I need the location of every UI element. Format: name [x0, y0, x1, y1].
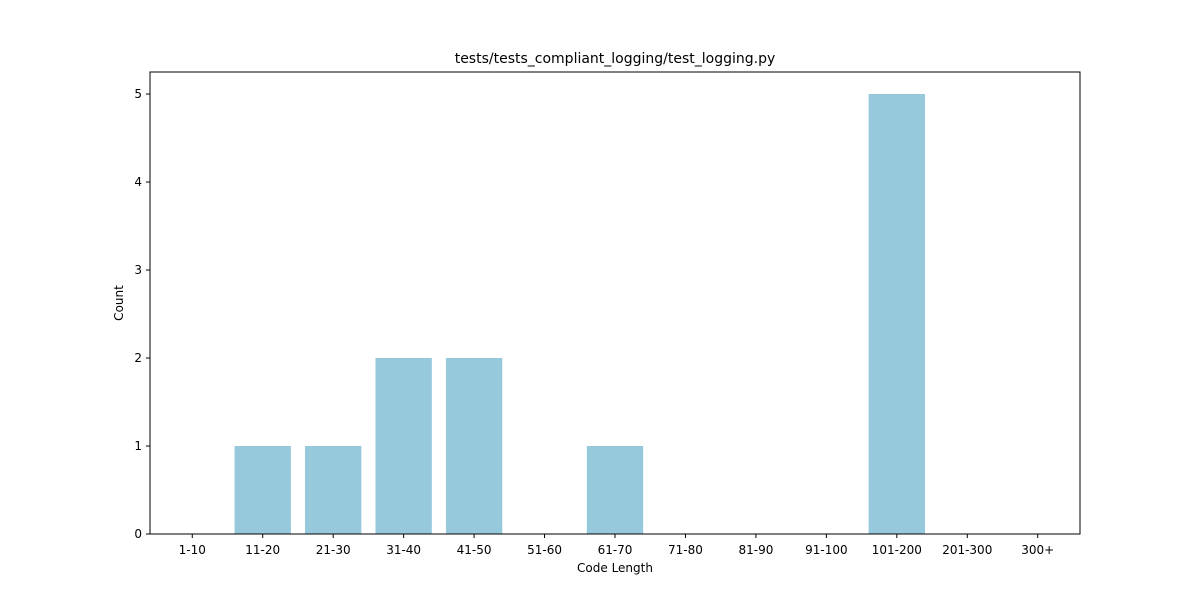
x-tick-label: 21-30 [316, 543, 351, 557]
x-tick-label: 101-200 [872, 543, 922, 557]
y-axis: 0 1 2 3 4 5 [134, 87, 150, 541]
x-tick-label: 41-50 [457, 543, 492, 557]
x-tick-label: 61-70 [598, 543, 633, 557]
y-axis-label: Count [112, 285, 126, 321]
x-tick-label: 71-80 [668, 543, 703, 557]
x-tick-label: 1-10 [179, 543, 206, 557]
x-tick-label: 31-40 [386, 543, 421, 557]
x-tick-label: 11-20 [245, 543, 280, 557]
y-tick-label: 3 [134, 263, 142, 277]
y-tick-label: 2 [134, 351, 142, 365]
bar-31-40 [375, 358, 432, 534]
bar-11-20 [234, 446, 291, 534]
bar-41-50 [445, 358, 503, 534]
chart-title: tests/tests_compliant_logging/test_loggi… [455, 51, 776, 67]
y-tick-label: 0 [134, 527, 142, 541]
y-tick-label: 4 [134, 175, 142, 189]
bar-21-30 [305, 446, 362, 534]
x-tick-label: 81-90 [738, 543, 773, 557]
bar-101-200 [868, 94, 925, 534]
bar-61-70 [586, 446, 644, 534]
x-tick-label: 300+ [1021, 543, 1054, 557]
x-axis-label: Code Length [577, 561, 653, 575]
x-tick-label: 201-300 [942, 543, 992, 557]
x-tick-label: 51-60 [527, 543, 562, 557]
x-tick-label: 91-100 [805, 543, 848, 557]
bars-group [234, 94, 925, 534]
x-axis: 1-10 11-20 21-30 31-40 41-50 51-60 61-70 71-80 8… [179, 534, 1054, 557]
y-tick-label: 5 [134, 87, 142, 101]
y-tick-label: 1 [134, 439, 142, 453]
